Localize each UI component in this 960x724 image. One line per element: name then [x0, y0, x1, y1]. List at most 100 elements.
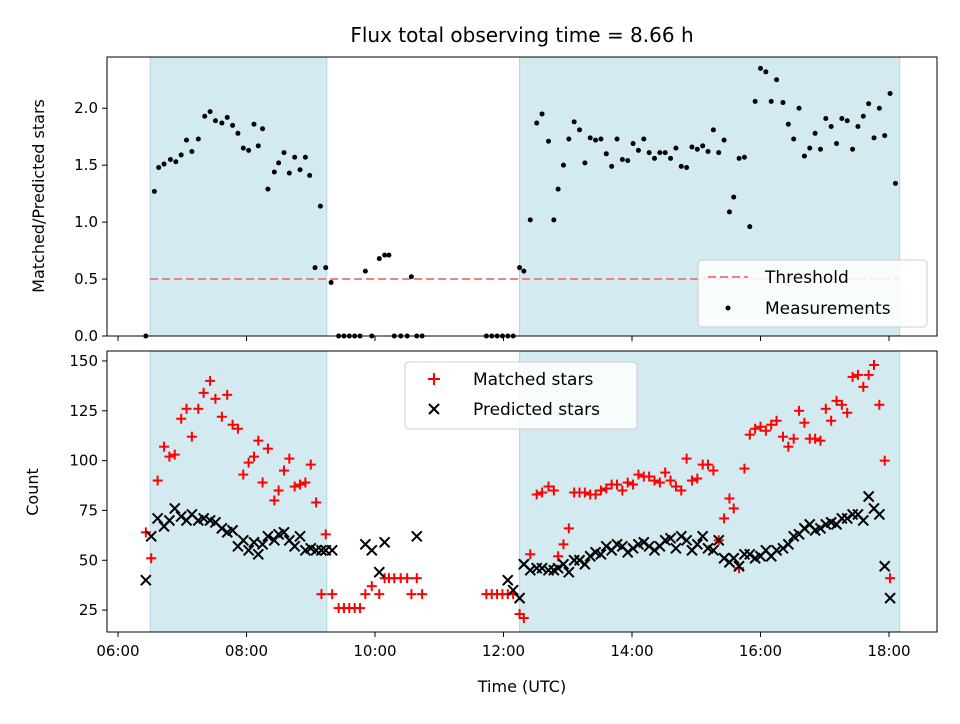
- matched-star-point: [842, 407, 853, 418]
- count-y-tick-label: 25: [79, 601, 98, 619]
- legend-matched-swatch: [428, 373, 440, 385]
- matched-star-point: [216, 411, 227, 422]
- matched-star-point: [760, 425, 771, 436]
- measurement-point: [307, 172, 313, 178]
- matched-star-point: [159, 441, 170, 452]
- measurement-point: [871, 135, 877, 141]
- predicted-star-point: [664, 532, 677, 545]
- measurement-point: [747, 224, 753, 230]
- ratio-y-tick-label: 0.5: [74, 270, 98, 288]
- matched-star-point: [794, 405, 805, 416]
- measurement-point: [582, 160, 588, 166]
- measurement-point: [265, 186, 271, 192]
- predicted-star-point: [536, 562, 548, 574]
- matched-star-point: [670, 481, 681, 492]
- measurement-point: [646, 150, 652, 156]
- predicted-star-point: [879, 560, 891, 572]
- predicted-star-point: [595, 548, 607, 560]
- measurement-point: [752, 98, 758, 104]
- matched-star-point: [295, 479, 306, 490]
- measurement-point: [887, 90, 893, 96]
- measurement-point: [240, 145, 246, 151]
- measurement-point: [286, 170, 292, 176]
- count-y-ticks: 25 50 75 100 125 150: [69, 352, 107, 619]
- predicted-star-point: [670, 542, 682, 555]
- matched-star-point: [531, 489, 542, 500]
- matched-star-point: [210, 393, 221, 404]
- measurement-point: [276, 160, 282, 166]
- measurement-point: [376, 256, 382, 262]
- measurement-point: [855, 123, 861, 129]
- measurement-point: [839, 115, 845, 121]
- measurement-point: [408, 274, 414, 280]
- measurement-point: [151, 188, 157, 194]
- matched-star-point: [558, 539, 569, 550]
- matched-star-point: [601, 483, 612, 494]
- matched-star-point: [617, 485, 628, 496]
- predicted-star-point: [502, 574, 514, 586]
- matched-star-point: [622, 477, 633, 488]
- matched-star-point: [355, 603, 366, 614]
- predicted-star-point: [197, 512, 210, 525]
- matched-star-point: [262, 443, 273, 454]
- measurement-point: [684, 164, 690, 170]
- measurement-point: [860, 113, 866, 119]
- count-y-tick-label: 50: [79, 551, 98, 569]
- measurement-point: [866, 101, 872, 107]
- x-axis-label: Time (UTC): [477, 677, 566, 696]
- measurement-point: [297, 167, 303, 173]
- measurement-point: [844, 118, 850, 124]
- measurement-point: [587, 135, 593, 141]
- measurement-point: [774, 77, 780, 83]
- matched-star-point: [836, 399, 847, 410]
- matched-star-point: [686, 475, 697, 486]
- measurement-point: [323, 265, 329, 271]
- matched-star-point: [537, 487, 548, 498]
- ratio-x-ticks: [117, 336, 890, 341]
- matched-star-point: [885, 573, 896, 584]
- matched-star-point: [205, 375, 216, 386]
- predicted-star-point: [691, 538, 704, 551]
- measurement-point: [167, 156, 173, 162]
- predicted-star-point: [315, 544, 328, 556]
- measurement-point: [812, 130, 818, 136]
- predicted-star-point: [366, 544, 378, 556]
- count-y-tick-label: 125: [69, 402, 98, 420]
- measurement-point: [178, 152, 184, 158]
- measurement-point: [731, 194, 737, 200]
- measurement-point: [657, 150, 663, 156]
- matched-star-point: [783, 441, 794, 452]
- measurement-point: [609, 163, 615, 169]
- measurement-point: [598, 136, 604, 142]
- matched-star-point: [863, 369, 874, 380]
- matched-star-point: [152, 475, 163, 486]
- measurement-point: [678, 163, 684, 169]
- measurement-point: [521, 268, 527, 274]
- measurement-point: [189, 149, 195, 155]
- matched-star-point: [788, 433, 799, 444]
- ratio-legend-box: [697, 259, 928, 328]
- matched-star-point: [198, 387, 209, 398]
- measurement-point: [834, 141, 840, 147]
- measurement-point: [571, 119, 577, 125]
- measurement-point: [801, 153, 807, 159]
- measurement-point: [630, 141, 636, 147]
- matched-star-point: [681, 453, 692, 464]
- matched-star-point: [238, 469, 249, 480]
- matched-star-point: [193, 403, 204, 414]
- predicted-star-point: [163, 514, 176, 527]
- matched-star-point: [728, 503, 739, 514]
- measurement-point: [807, 145, 813, 151]
- matched-star-point: [243, 457, 254, 468]
- predicted-star-point: [782, 538, 795, 551]
- count-legend-box: [404, 361, 638, 430]
- matched-star-point: [703, 459, 714, 470]
- matched-star-point: [826, 415, 837, 426]
- matched-star-point: [273, 485, 284, 496]
- predicted-star-point: [884, 592, 896, 604]
- measurement-point: [726, 209, 732, 215]
- matched-star-point: [169, 449, 180, 460]
- measurement-point: [212, 118, 218, 124]
- count-y-tick-label: 100: [69, 452, 98, 470]
- measurement-point: [828, 123, 834, 129]
